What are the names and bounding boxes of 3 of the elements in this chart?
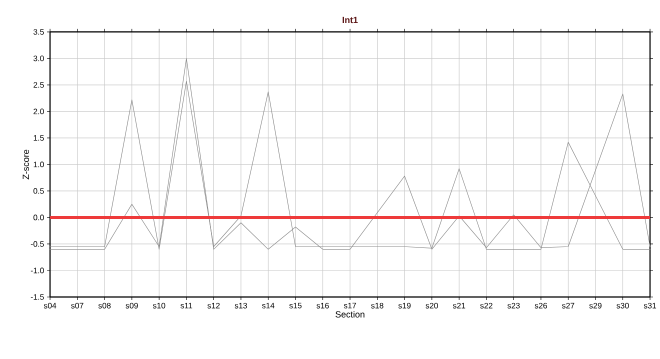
x-axis-title: Section [336,311,364,318]
y-axis-title: Z-score [22,150,30,180]
chart-title: Int1 [342,16,358,24]
